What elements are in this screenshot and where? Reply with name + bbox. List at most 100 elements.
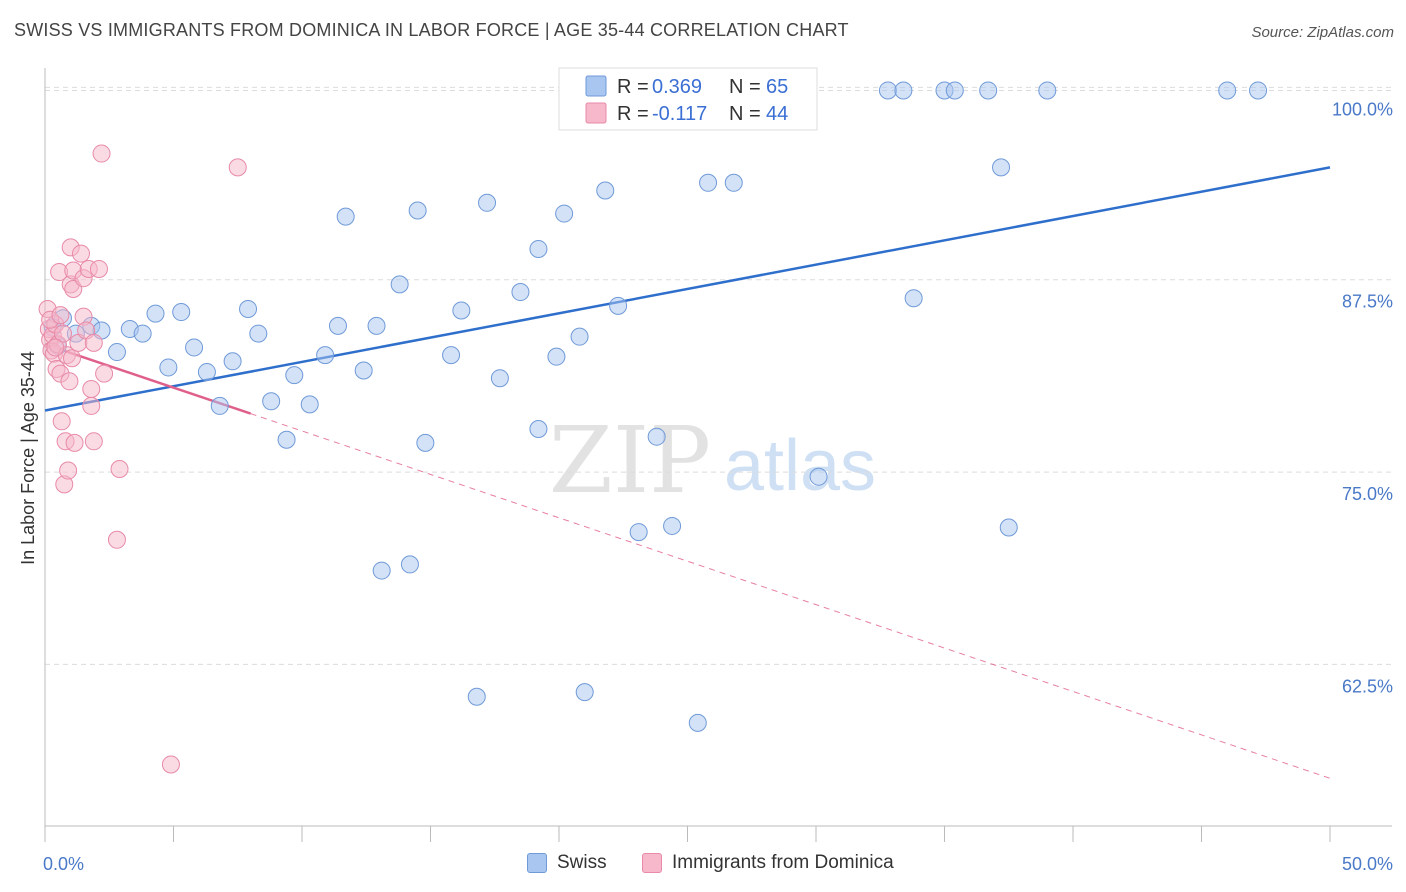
data-point-dominica [59, 461, 78, 480]
data-point-swiss [467, 687, 486, 706]
data-point-swiss [878, 81, 897, 100]
data-point-dominica [51, 306, 70, 325]
data-point-dominica [89, 259, 108, 278]
data-point-swiss [159, 358, 178, 377]
data-point-swiss [285, 366, 304, 385]
data-point-swiss [133, 324, 152, 343]
legend-r-value-dominica: -0.117 [652, 103, 707, 125]
data-point-swiss [408, 201, 427, 220]
legend-r-label-swiss: R = [617, 76, 649, 98]
data-point-swiss [107, 343, 126, 362]
data-point-dominica [52, 412, 71, 431]
legend-n-value-dominica: 44 [766, 103, 788, 125]
data-point-swiss [223, 352, 242, 371]
data-point-swiss [570, 327, 589, 346]
data-point-dominica [161, 755, 180, 774]
gridlines [45, 86, 1392, 665]
x-tick-label: 50.0% [1342, 854, 1393, 874]
data-point-swiss [1218, 81, 1237, 100]
data-point-dominica [65, 433, 84, 452]
y-tick-label: 100.0% [1332, 99, 1393, 119]
legend-swatch-dominica [585, 102, 607, 124]
data-point-swiss [328, 316, 347, 335]
data-point-dominica [82, 379, 101, 398]
correlation-legend: R = 0.369 N = 65 R = -0.117 N = 44 [558, 67, 818, 131]
data-point-dominica [53, 324, 72, 343]
data-point-swiss [609, 296, 628, 315]
data-point-swiss [146, 304, 165, 323]
data-point-swiss [547, 347, 566, 366]
data-point-swiss [724, 173, 743, 192]
tick-labels: 62.5% 75.0% 87.5% 100.0% 0.0% 50.0% [43, 99, 1393, 874]
data-point-dominica [92, 144, 111, 163]
data-point-swiss [372, 561, 391, 580]
data-point-dominica [84, 333, 103, 352]
data-point-dominica [60, 372, 79, 391]
data-point-dominica [82, 396, 101, 415]
data-point-swiss [390, 275, 409, 294]
data-point-swiss [400, 555, 419, 574]
series-swatch-dominica [642, 853, 662, 873]
data-point-swiss [336, 207, 355, 226]
data-point-swiss [354, 361, 373, 380]
data-point-swiss [688, 713, 707, 732]
legend-r-value-swiss: 0.369 [652, 76, 702, 98]
data-point-dominica [46, 338, 65, 357]
x-tick-label: 0.0% [43, 854, 84, 874]
data-point-swiss [316, 346, 335, 365]
data-point-swiss [490, 369, 509, 388]
series-legend-dominica: Immigrants from Dominica [642, 852, 894, 874]
data-point-dominica [107, 530, 126, 549]
legend-n-label-dominica: N = [729, 103, 761, 125]
y-axis-label: In Labor Force | Age 35-44 [18, 351, 38, 565]
data-point-dominica [110, 460, 129, 479]
series-label-swiss: Swiss [557, 852, 607, 873]
data-point-swiss [699, 173, 718, 192]
series-label-dominica: Immigrants from Dominica [672, 852, 894, 873]
legend-swatch-swiss [585, 75, 607, 97]
data-point-swiss [210, 396, 229, 415]
legend-n-label-swiss: N = [729, 76, 761, 98]
data-point-dominica [62, 349, 81, 368]
series-swatch-swiss [527, 853, 547, 873]
data-point-dominica [84, 432, 103, 451]
data-point-swiss [663, 516, 682, 535]
data-point-swiss [442, 346, 461, 365]
chart-title: SWISS VS IMMIGRANTS FROM DOMINICA IN LAB… [14, 20, 849, 40]
data-point-swiss [904, 289, 923, 308]
trendline-swiss [44, 166, 1331, 412]
y-tick-label: 87.5% [1342, 292, 1393, 312]
data-point-swiss [185, 338, 204, 357]
series-legend-swiss: Swiss [527, 852, 607, 874]
data-point-swiss [1038, 81, 1057, 100]
data-point-swiss [894, 81, 913, 100]
data-point-swiss [478, 193, 497, 212]
data-point-swiss [239, 299, 258, 318]
data-point-dominica [71, 244, 90, 263]
data-point-swiss [945, 81, 964, 100]
y-tick-label: 75.0% [1342, 484, 1393, 504]
legend-r-label-dominica: R = [617, 103, 649, 125]
data-point-swiss [262, 392, 281, 411]
trendline-dominica-extension [250, 413, 1331, 779]
series-legend: Swiss Immigrants from Dominica [0, 852, 1406, 878]
data-point-swiss [999, 518, 1018, 537]
watermark-atlas: atlas [724, 426, 876, 506]
data-point-swiss [575, 683, 594, 702]
data-point-swiss [992, 158, 1011, 177]
data-point-swiss [277, 430, 296, 449]
data-point-swiss [367, 316, 386, 335]
data-point-swiss [555, 204, 574, 223]
data-point-swiss [172, 303, 191, 322]
data-point-swiss [1249, 81, 1268, 100]
data-point-swiss [249, 324, 268, 343]
data-point-swiss [416, 433, 435, 452]
data-point-dominica [95, 364, 114, 383]
data-point-swiss [529, 419, 548, 438]
data-point-swiss [647, 427, 666, 446]
data-point-swiss [452, 301, 471, 320]
data-point-swiss [596, 181, 615, 200]
legend-n-value-swiss: 65 [766, 76, 788, 98]
data-point-swiss [809, 467, 828, 486]
